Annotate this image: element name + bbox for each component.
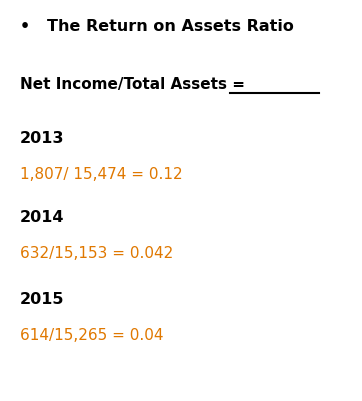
- Text: 1,807/ 15,474 = 0.12: 1,807/ 15,474 = 0.12: [20, 167, 182, 182]
- Text: 2013: 2013: [20, 131, 64, 146]
- Text: 614/15,265 = 0.04: 614/15,265 = 0.04: [20, 327, 163, 342]
- Text: 2014: 2014: [20, 209, 64, 224]
- Text: •   The Return on Assets Ratio: • The Return on Assets Ratio: [20, 18, 294, 34]
- Text: 2015: 2015: [20, 291, 64, 306]
- Text: Net Income/Total Assets =: Net Income/Total Assets =: [20, 77, 250, 92]
- Text: 632/15,153 = 0.042: 632/15,153 = 0.042: [20, 245, 173, 260]
